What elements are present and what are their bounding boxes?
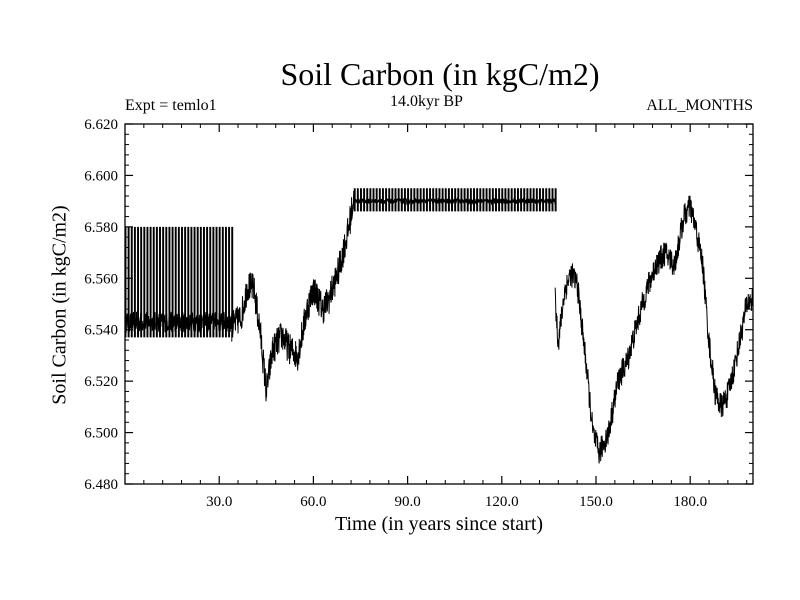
plot-frame (124, 123, 754, 485)
y-tick-label: 6.500 (84, 426, 118, 442)
months-label: ALL_MONTHS (646, 97, 753, 114)
y-tick-label: 6.600 (84, 168, 118, 184)
y-tick-label: 6.540 (84, 323, 118, 339)
series-line-trend (554, 195, 754, 464)
series-line-trend (231, 190, 355, 402)
series-line-oscillation (124, 226, 234, 338)
chart-subtitle: 14.0kyr BP (390, 93, 463, 110)
y-tick-label: 6.580 (84, 220, 118, 236)
y-tick-label: 6.520 (84, 374, 118, 390)
x-axis-label: Time (in years since start) (334, 513, 544, 535)
experiment-label: Expt = temlo1 (125, 97, 217, 114)
x-tick-label: 60.0 (300, 494, 326, 510)
y-tick-label: 6.480 (84, 477, 118, 493)
x-tick-label: 180.0 (673, 494, 707, 510)
x-tick-label: 90.0 (394, 494, 420, 510)
x-tick-label: 150.0 (579, 494, 613, 510)
y-tick-label: 6.620 (84, 117, 118, 133)
chart-title: Soil Carbon (in kgC/m2) (280, 56, 600, 92)
x-tick-label: 120.0 (485, 494, 519, 510)
y-tick-label: 6.560 (84, 271, 118, 287)
series-line-oscillation (353, 188, 557, 212)
x-tick-label: 30.0 (206, 494, 232, 510)
